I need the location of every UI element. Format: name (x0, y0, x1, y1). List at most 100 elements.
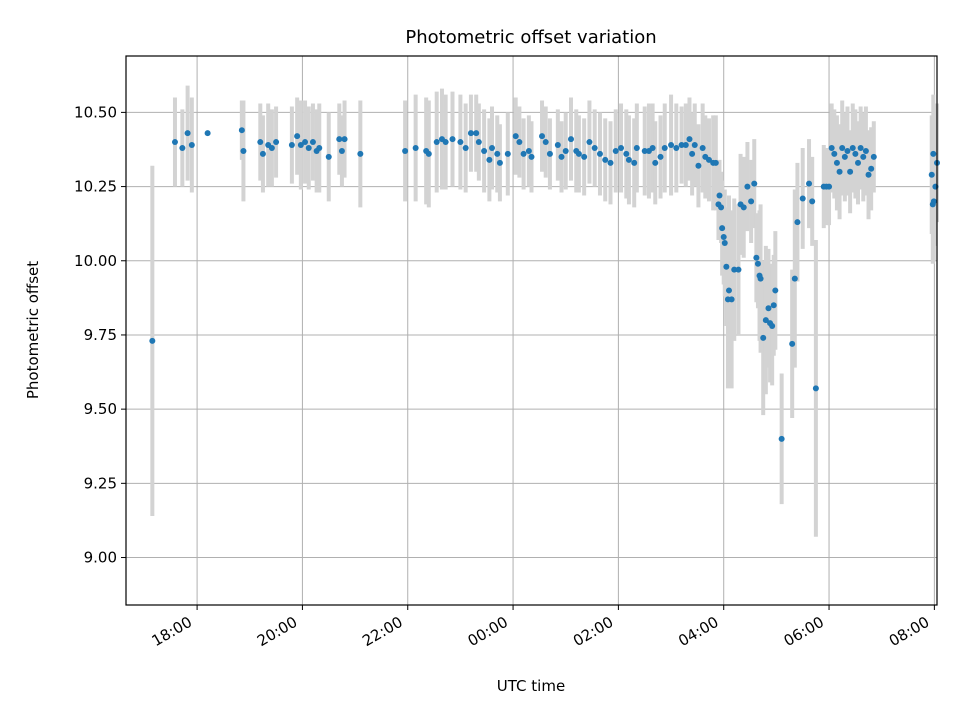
data-point (607, 159, 614, 166)
data-point (325, 153, 332, 160)
y-tick-label: 10.50 (74, 103, 117, 121)
data-point (762, 317, 769, 324)
y-tick-label: 9.50 (84, 400, 117, 418)
data-point (720, 234, 727, 241)
data-point (691, 142, 698, 149)
data-point (316, 144, 323, 151)
data-point (862, 147, 869, 154)
data-point (457, 139, 464, 146)
y-tick-label: 10.00 (74, 252, 117, 270)
data-point (712, 159, 719, 166)
data-point (833, 159, 840, 166)
data-point (467, 130, 474, 137)
data-point (496, 159, 503, 166)
data-point (625, 156, 632, 163)
data-point (449, 136, 456, 143)
data-point (402, 147, 409, 154)
data-point (865, 171, 872, 178)
data-point (657, 153, 664, 160)
data-point (554, 142, 561, 149)
data-point (794, 219, 801, 226)
data-point (652, 159, 659, 166)
data-point (641, 147, 648, 154)
data-point (828, 144, 835, 151)
chart-title: Photometric offset variation (405, 27, 656, 48)
data-point (631, 159, 638, 166)
data-point (494, 150, 501, 157)
x-tick-label: 22:00 (359, 613, 405, 650)
data-point (682, 142, 689, 149)
data-point (149, 337, 156, 344)
data-point (462, 144, 469, 151)
y-axis-label: Photometric offset (24, 261, 42, 399)
data-point (596, 150, 603, 157)
data-point (806, 180, 813, 187)
data-point (769, 323, 776, 330)
data-point (184, 130, 191, 137)
data-point (412, 144, 419, 151)
data-point (930, 150, 937, 157)
data-point (757, 275, 764, 282)
data-point (602, 156, 609, 163)
data-point (575, 150, 582, 157)
data-point (259, 150, 266, 157)
data-point (268, 144, 275, 151)
data-point (305, 144, 312, 151)
data-point (857, 144, 864, 151)
data-point (546, 150, 553, 157)
data-point (649, 144, 656, 151)
x-tick-label: 06:00 (781, 613, 827, 650)
y-tick-label: 10.25 (74, 178, 117, 196)
data-point (673, 144, 680, 151)
data-point (516, 139, 523, 146)
data-point (581, 153, 588, 160)
data-point (309, 139, 316, 146)
data-point (558, 153, 565, 160)
data-point (179, 144, 186, 151)
data-point (257, 139, 264, 146)
data-point (612, 147, 619, 154)
y-tick-label: 9.00 (84, 549, 117, 567)
x-tick-label: 02:00 (570, 613, 616, 650)
data-point (753, 254, 760, 261)
data-point (273, 139, 280, 146)
data-point (512, 133, 519, 140)
data-point (294, 133, 301, 140)
data-point (855, 159, 862, 166)
data-point (238, 127, 245, 134)
data-point (852, 150, 859, 157)
error-bars (150, 85, 939, 537)
data-point (860, 153, 867, 160)
data-point (772, 287, 779, 294)
data-point (357, 150, 364, 157)
data-point (812, 385, 819, 392)
data-point (562, 147, 569, 154)
data-point (789, 340, 796, 347)
x-axis: 18:00 20:00 22:00 00:00 02:00 04:00 06:00 08:00 (149, 605, 935, 650)
data-points (149, 127, 940, 442)
data-point (504, 150, 511, 157)
x-tick-label: 18:00 (149, 613, 195, 650)
x-tick-label: 08:00 (886, 613, 932, 650)
data-point (475, 139, 482, 146)
data-point (841, 153, 848, 160)
plot-frame (125, 55, 938, 606)
data-point (668, 142, 675, 149)
data-point (473, 130, 480, 137)
data-point (623, 150, 630, 157)
data-point (528, 153, 535, 160)
data-point (618, 144, 625, 151)
y-tick-label: 9.75 (84, 326, 117, 344)
data-point (302, 139, 309, 146)
data-point (836, 168, 843, 175)
data-point (849, 144, 856, 151)
data-point (240, 147, 247, 154)
data-point (542, 139, 549, 146)
data-point (288, 142, 295, 149)
data-point (744, 183, 751, 190)
data-point (699, 144, 706, 151)
data-point (809, 198, 816, 205)
data-point (740, 204, 747, 211)
data-point (760, 334, 767, 341)
x-axis-label: UTC time (497, 677, 565, 695)
